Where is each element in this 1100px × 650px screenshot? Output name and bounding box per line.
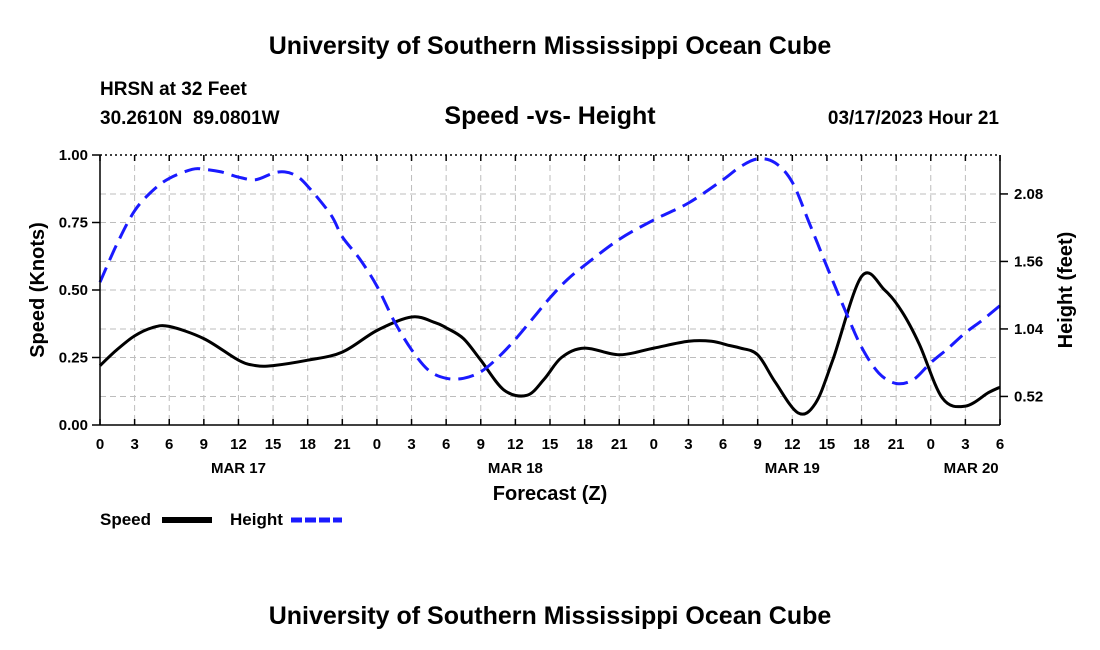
y2-tick-label: 2.08	[1014, 186, 1043, 203]
y-tick-label: 0.75	[59, 215, 88, 232]
x-tick-label: 15	[265, 436, 282, 453]
series-line-speed	[98, 271, 1001, 416]
title-top: University of Southern Mississippi Ocean…	[269, 32, 832, 60]
x-tick-label: 6	[442, 436, 450, 453]
x-tick-label: 21	[611, 436, 628, 453]
x-tick-label: 9	[754, 436, 762, 453]
station-coords: 30.2610N 89.0801W	[100, 108, 280, 129]
x-tick-label: 18	[853, 436, 870, 453]
y2-tick-label: 0.52	[1014, 388, 1043, 405]
x-tick-label: 9	[477, 436, 485, 453]
x-tick-label: 21	[334, 436, 351, 453]
y2-axis-title: Height (feet)	[1055, 232, 1077, 349]
y-axis-title: Speed (Knots)	[27, 222, 49, 358]
axis-ticks: 0 3 6 9 12 15 18 21 0 3 6 9 12 15 18 21 0 3 6 9 12 15 18 21 0 3 6 M…	[59, 147, 1044, 477]
x-tick-label: 3	[961, 436, 969, 453]
x-tick-label: 0	[650, 436, 658, 453]
series-line-height	[98, 157, 1001, 386]
y2-tick-label: 1.04	[1014, 321, 1044, 338]
x-tick-label: 6	[165, 436, 173, 453]
x-tick-label: 3	[130, 436, 138, 453]
chart-subtitle: Speed -vs- Height	[444, 102, 656, 130]
grid-layer	[100, 155, 1000, 425]
legend-speed-label: Speed	[100, 510, 151, 529]
timestamp: 03/17/2023 Hour 21	[828, 108, 1000, 129]
x-tick-label: 6	[719, 436, 727, 453]
x-tick-label: 6	[996, 436, 1004, 453]
title-bottom: University of Southern Mississippi Ocean…	[269, 602, 832, 630]
x-tick-label: 3	[684, 436, 692, 453]
x-tick-label: 0	[96, 436, 104, 453]
x-tick-label: 3	[407, 436, 415, 453]
x-date-label: MAR 18	[488, 460, 543, 477]
legend: Speed Height	[100, 510, 342, 529]
y-tick-label: 1.00	[59, 147, 88, 164]
y-tick-label: 0.00	[59, 417, 88, 434]
x-tick-label: 12	[230, 436, 247, 453]
station-label: HRSN at 32 Feet	[100, 79, 247, 100]
legend-height-label: Height	[230, 510, 283, 529]
x-tick-label: 0	[927, 436, 935, 453]
x-date-label: MAR 17	[211, 460, 266, 477]
x-axis-title: Forecast (Z)	[493, 483, 607, 505]
x-date-label: MAR 19	[765, 460, 820, 477]
y2-tick-label: 1.56	[1014, 253, 1043, 270]
x-tick-label: 12	[507, 436, 524, 453]
x-tick-label: 15	[819, 436, 836, 453]
series-layer	[98, 157, 1001, 416]
y-tick-label: 0.25	[59, 350, 88, 367]
x-tick-label: 0	[373, 436, 381, 453]
x-date-label: MAR 20	[944, 460, 999, 477]
y-tick-label: 0.50	[59, 282, 88, 299]
x-tick-label: 18	[576, 436, 593, 453]
x-tick-label: 15	[542, 436, 559, 453]
x-tick-label: 12	[784, 436, 801, 453]
x-tick-label: 9	[200, 436, 208, 453]
x-tick-label: 18	[299, 436, 316, 453]
x-tick-label: 21	[888, 436, 905, 453]
